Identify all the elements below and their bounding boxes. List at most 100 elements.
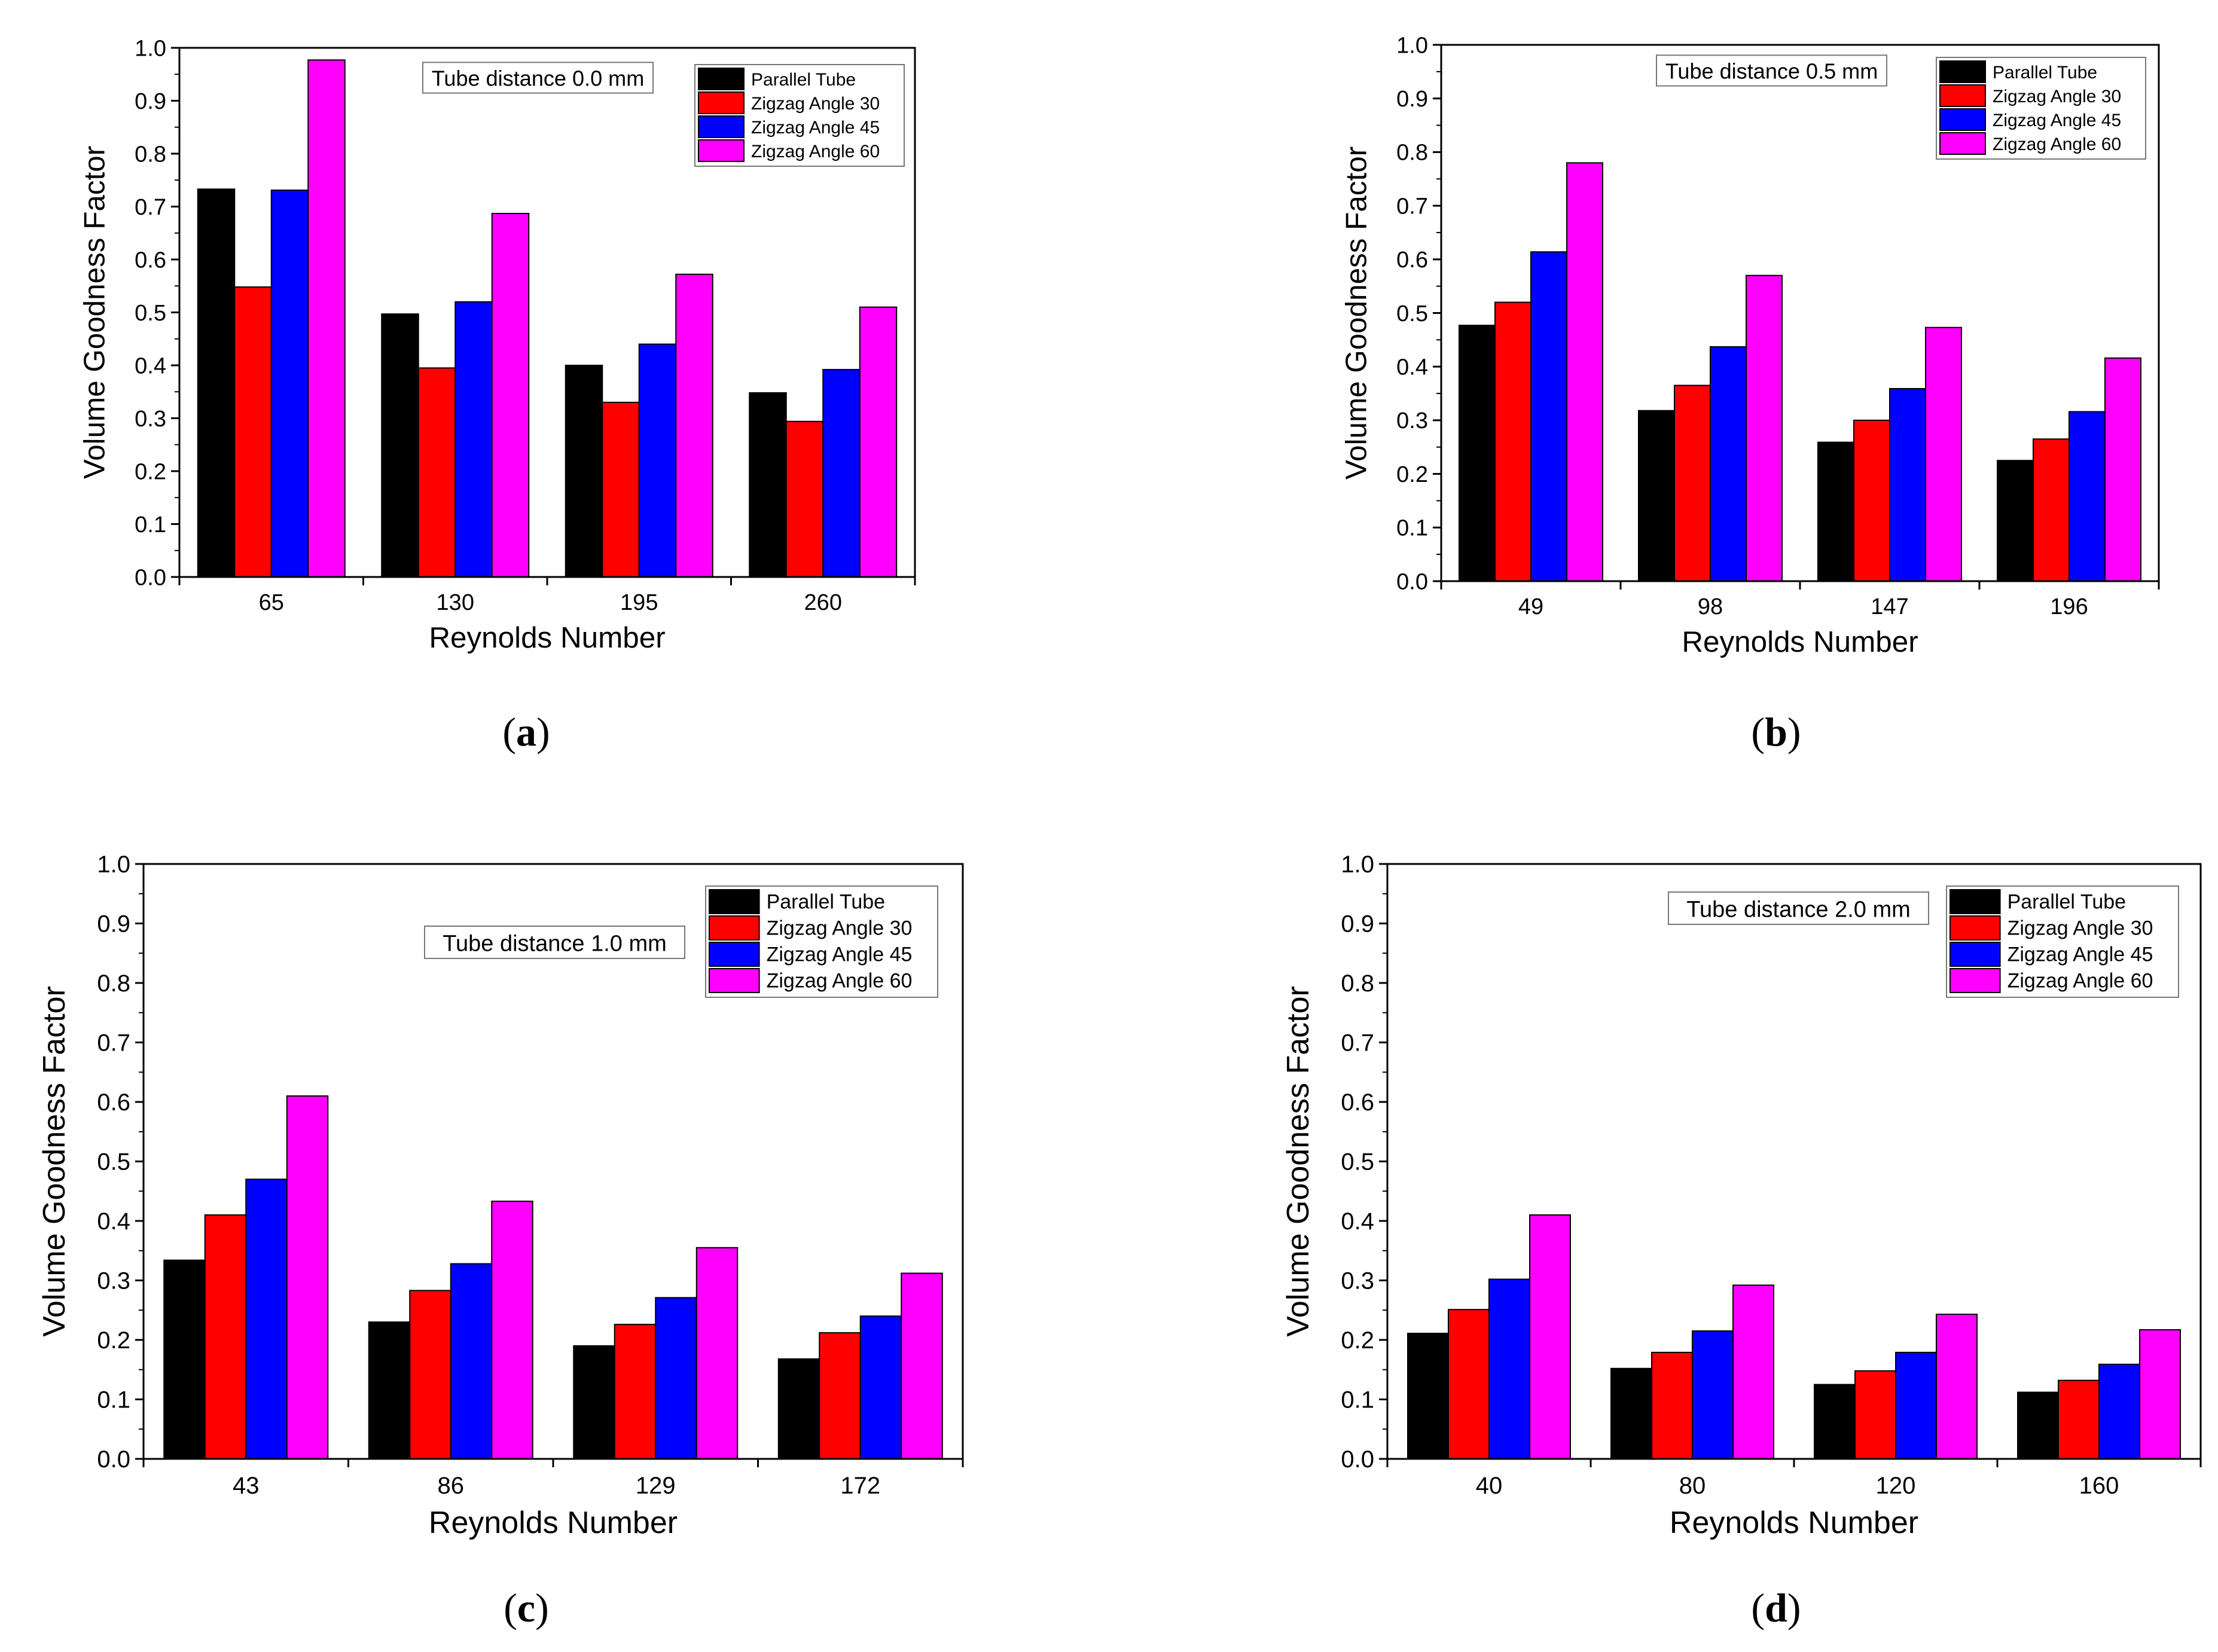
x-tick-label: 86 <box>438 1473 465 1499</box>
bar-zigzag-angle-60-260 <box>859 306 898 578</box>
x-tick-label: 40 <box>1476 1473 1503 1499</box>
chart-panel-d: 0.0 0.1 0.2 0.3 0.4 0.5 0.6 0.7 0.8 0.9 1.0 40 80 120… <box>1106 825 2218 1652</box>
bar-zigzag-angle-30-43 <box>204 1214 247 1459</box>
bar-zigzag-angle-45-98 <box>1710 346 1747 582</box>
legend-swatch-zigzag-angle-45 <box>698 115 745 138</box>
bar-zigzag-angle-60-129 <box>695 1247 739 1460</box>
annotation-box <box>1656 54 1887 87</box>
x-tick-label: 130 <box>437 590 474 615</box>
annotation-box <box>424 926 685 959</box>
x-tick-label: 80 <box>1679 1473 1706 1499</box>
y-tick-label: 0.3 <box>1396 408 1428 433</box>
bar-parallel-tube-196 <box>1997 460 2034 582</box>
x-tick-label: 65 <box>259 590 284 615</box>
chart-panel-c: 0.0 0.1 0.2 0.3 0.4 0.5 0.6 0.7 0.8 0.9 1.0 43 86 129… <box>0 825 1106 1652</box>
y-tick-label: 0.8 <box>97 970 130 997</box>
bar-zigzag-angle-45-49 <box>1530 251 1567 582</box>
bar-zigzag-angle-45-43 <box>245 1178 288 1459</box>
bar-zigzag-angle-60-172 <box>901 1272 943 1459</box>
x-tick-label: 120 <box>1876 1473 1916 1499</box>
bar-parallel-tube-120 <box>1814 1384 1856 1459</box>
bar-zigzag-angle-30-195 <box>602 401 640 578</box>
legend-label: Zigzag Angle 60 <box>767 970 913 993</box>
bar-zigzag-angle-60-49 <box>1566 162 1603 582</box>
bar-zigzag-angle-30-86 <box>409 1290 451 1459</box>
x-tick-label: 129 <box>636 1473 676 1499</box>
y-tick-label: 0.5 <box>1396 301 1428 326</box>
x-tick-label: 160 <box>2079 1473 2119 1499</box>
y-tick-label: 0.6 <box>97 1089 130 1116</box>
legend-label: Zigzag Angle 60 <box>751 142 880 161</box>
y-tick-label: 0.8 <box>135 142 166 167</box>
y-tick-label: 0.0 <box>1341 1446 1374 1473</box>
x-tick-label: 172 <box>840 1473 880 1499</box>
bar-zigzag-angle-45-129 <box>655 1297 697 1459</box>
bar-zigzag-angle-60-130 <box>491 213 530 578</box>
bar-zigzag-angle-60-160 <box>2139 1329 2181 1460</box>
bar-parallel-tube-147 <box>1817 441 1854 582</box>
bar-parallel-tube-129 <box>573 1345 615 1460</box>
bar-zigzag-angle-45-160 <box>2098 1363 2140 1459</box>
legend-label: Zigzag Angle 45 <box>751 118 880 138</box>
y-axis-title: Volume Goodness Factor <box>37 986 72 1337</box>
y-axis-title: Volume Goodness Factor <box>1340 146 1373 480</box>
bar-zigzag-angle-30-80 <box>1651 1351 1693 1460</box>
legend-swatch-zigzag-angle-60 <box>709 968 760 993</box>
x-axis-title: Reynolds Number <box>1682 625 1918 658</box>
y-tick-label: 0.3 <box>97 1268 130 1294</box>
legend-label: Parallel Tube <box>767 891 885 914</box>
x-tick-label: 43 <box>233 1473 260 1499</box>
bar-zigzag-angle-60-98 <box>1746 274 1783 582</box>
bar-zigzag-angle-30-120 <box>1854 1370 1896 1459</box>
y-tick-label: 0.4 <box>1341 1208 1374 1235</box>
y-tick-label: 1.0 <box>135 36 166 61</box>
legend-label: Zigzag Angle 45 <box>1993 111 2121 130</box>
y-tick-label: 0.0 <box>1396 569 1428 594</box>
panel-caption-a: (a) <box>502 709 550 755</box>
x-axis-title: Reynolds Number <box>429 1506 678 1540</box>
chart-c: 0.0 0.1 0.2 0.3 0.4 0.5 0.6 0.7 0.8 0.9 1.0 43 86 129… <box>37 851 964 1540</box>
bar-parallel-tube-80 <box>1610 1367 1652 1460</box>
legend-label: Parallel Tube <box>1993 63 2097 83</box>
legend-label: Zigzag Angle 30 <box>2008 917 2153 940</box>
y-tick-label: 0.8 <box>1341 970 1374 997</box>
y-tick-label: 0.2 <box>1396 462 1428 487</box>
legend-swatch-zigzag-angle-45 <box>1949 942 2001 967</box>
chart-b: 0.0 0.1 0.2 0.3 0.4 0.5 0.6 0.7 0.8 0.9 1.0 49 98 147… <box>1340 33 2160 658</box>
bar-parallel-tube-98 <box>1638 410 1675 582</box>
annotation-box <box>1668 891 1929 925</box>
bar-parallel-tube-86 <box>368 1321 411 1460</box>
y-tick-label: 0.2 <box>1341 1327 1374 1354</box>
legend-label: Zigzag Angle 45 <box>767 943 913 966</box>
y-tick-label: 0.4 <box>1396 355 1428 380</box>
x-tick-label: 260 <box>804 590 842 615</box>
bar-zigzag-angle-45-196 <box>2068 411 2106 582</box>
bar-parallel-tube-43 <box>163 1259 206 1459</box>
bar-parallel-tube-65 <box>197 188 236 578</box>
legend-label: Parallel Tube <box>2008 891 2126 914</box>
y-tick-label: 0.9 <box>135 89 166 114</box>
y-tick-label: 1.0 <box>1396 33 1428 58</box>
x-tick-label: 147 <box>1871 594 1908 619</box>
x-tick-label: 196 <box>2050 594 2088 619</box>
annotation-text: Tube distance 0.5 mm <box>1665 59 1878 84</box>
bar-zigzag-angle-60-65 <box>307 59 346 578</box>
chart-panel-b: 0.0 0.1 0.2 0.3 0.4 0.5 0.6 0.7 0.8 0.9 1.0 49 98 147… <box>1106 0 2218 825</box>
annotation-text: Tube distance 2.0 mm <box>1686 897 1911 922</box>
legend-swatch-zigzag-angle-30 <box>698 91 745 114</box>
x-axis-title: Reynolds Number <box>429 621 665 654</box>
legend-swatch-zigzag-angle-45 <box>1939 108 1986 131</box>
bar-zigzag-angle-30-49 <box>1494 301 1531 582</box>
legend-swatch-zigzag-angle-60 <box>1949 968 2001 993</box>
legend-swatch-zigzag-angle-30 <box>1939 84 1986 107</box>
y-tick-label: 0.8 <box>1396 141 1428 166</box>
y-tick-label: 0.2 <box>135 459 166 484</box>
legend-swatch-zigzag-angle-45 <box>709 942 760 967</box>
bar-zigzag-angle-60-40 <box>1529 1214 1571 1459</box>
legend-label: Zigzag Angle 45 <box>2008 943 2153 966</box>
chart-a: 0.0 0.1 0.2 0.3 0.4 0.5 0.6 0.7 0.8 0.9 1.0 65 130 19… <box>78 36 916 654</box>
y-tick-label: 0.7 <box>1341 1030 1374 1056</box>
bar-zigzag-angle-60-80 <box>1732 1284 1774 1460</box>
y-tick-label: 0.1 <box>1396 516 1428 541</box>
legend-swatch-zigzag-angle-30 <box>709 915 760 940</box>
